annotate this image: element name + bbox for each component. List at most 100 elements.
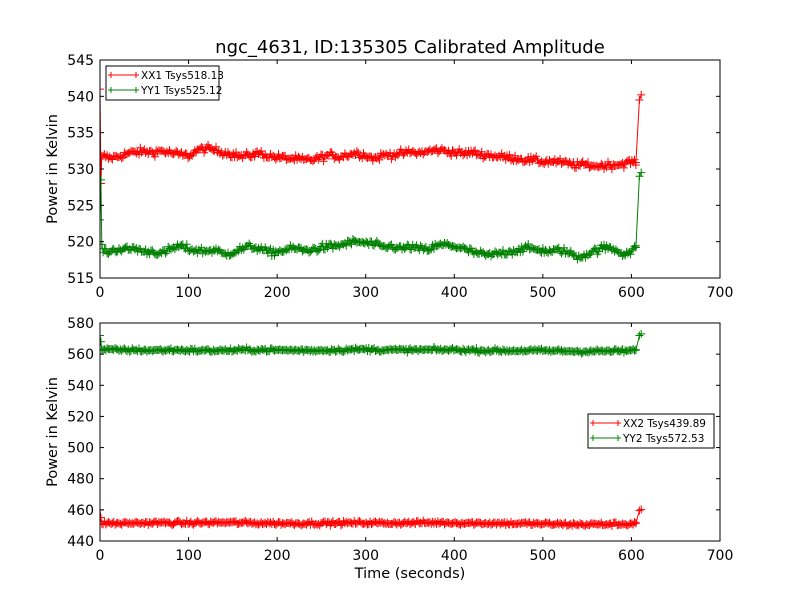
legend-label: YY2 Tsys572.53: [622, 433, 704, 445]
data-point: [271, 155, 280, 164]
x-tick-label: 400: [441, 548, 468, 564]
data-point: [257, 147, 266, 156]
y-tick-label: 480: [67, 472, 94, 488]
data-point: [635, 506, 644, 515]
y-tick-label: 560: [67, 347, 94, 363]
data-point: [619, 163, 628, 172]
series-yy2: [100, 329, 646, 358]
data-point: [471, 146, 480, 155]
figure-title: ngc_4631, ID:135305 Calibrated Amplitude: [215, 37, 605, 58]
data-point: [597, 159, 606, 168]
data-point: [100, 513, 105, 522]
data-point: [637, 329, 646, 338]
x-axis-title: Time (seconds): [354, 566, 466, 582]
data-point: [631, 345, 640, 354]
series-xx2: [100, 505, 646, 531]
legend-box: [105, 65, 220, 101]
legend-marker: [108, 87, 139, 93]
x-tick-label: 500: [529, 285, 556, 301]
y-tick-label: 535: [67, 126, 94, 142]
data-point: [150, 152, 159, 161]
data-point: [100, 85, 104, 94]
y-tick-label: 540: [67, 89, 94, 105]
data-point: [245, 239, 254, 248]
y-tick-label: 515: [67, 271, 94, 287]
data-point: [635, 331, 644, 340]
y-tick-label: 460: [67, 503, 94, 519]
data-point: [631, 519, 640, 528]
legend-label: YY1 Tsys525.12: [140, 85, 222, 97]
legend: XX1 Tsys518.13 YY1 Tsys525.12: [105, 65, 224, 101]
data-point: [170, 245, 179, 254]
data-point: [425, 246, 434, 254]
plot-frame: [99, 322, 721, 542]
data-point: [637, 168, 646, 177]
data-point: [323, 244, 332, 252]
legend-box: [587, 413, 715, 449]
y-axis-title: Power in Kelvin: [45, 114, 61, 224]
x-tick-label: 100: [175, 548, 202, 564]
series-yy1: [100, 168, 646, 264]
x-tick-label: 300: [352, 285, 379, 301]
data-point: [319, 157, 328, 166]
data-point: [590, 244, 599, 253]
data-point: [626, 250, 635, 259]
data-point: [499, 246, 507, 255]
data-point: [161, 249, 170, 258]
data-point: [635, 96, 644, 104]
data-point: [366, 152, 375, 161]
x-tick-label: 300: [352, 548, 379, 564]
legend-label: XX1 Tsys518.13: [141, 70, 224, 82]
x-tick-label: 500: [529, 548, 556, 564]
y-tick-label: 540: [67, 378, 94, 394]
data-point: [375, 155, 384, 164]
data-point: [505, 150, 514, 159]
y-tick-label: 580: [67, 316, 94, 332]
y-tick-label: 440: [67, 534, 94, 550]
data-point: [314, 155, 323, 164]
legend: XX2 Tsys439.89 YY2 Tsys572.53: [587, 413, 715, 449]
data-point: [584, 158, 592, 167]
legend-label: XX2 Tsys439.89: [623, 418, 706, 430]
data-point: [100, 337, 105, 346]
x-tick-label: 600: [618, 548, 645, 564]
data-point: [635, 172, 644, 181]
x-tick-label: 100: [175, 285, 202, 301]
top-panel: 0 100 200 300 400 500 600 700 515 520 525 530 535 540…: [45, 53, 733, 301]
legend-marker: [590, 435, 621, 441]
data-point: [182, 240, 191, 249]
data-point: [100, 215, 104, 224]
data-point: [631, 158, 640, 167]
y-tick-label: 530: [67, 162, 94, 178]
x-tick-label: 400: [441, 285, 468, 301]
data-point: [630, 346, 639, 355]
data-point: [117, 154, 126, 163]
y-tick-label: 520: [67, 409, 94, 425]
bottom-panel: 0 100 200 300 400 500 600 700 440 460 480 500 520 540…: [45, 316, 733, 582]
y-tick-label: 525: [67, 198, 94, 214]
data-point: [326, 239, 335, 248]
data-point: [404, 241, 413, 250]
data-point: [524, 240, 533, 248]
y-tick-label: 520: [67, 235, 94, 251]
x-tick-label: 0: [96, 548, 105, 564]
x-tick-label: 700: [707, 285, 734, 301]
y-tick-label: 545: [67, 53, 94, 69]
data-point: [631, 243, 640, 252]
x-tick-label: 200: [264, 285, 291, 301]
y-axis-title: Power in Kelvin: [45, 377, 61, 487]
data-point: [637, 505, 646, 514]
x-tick-label: 0: [96, 285, 105, 301]
data-point: [532, 152, 541, 161]
data-point: [518, 247, 527, 256]
legend-marker: [590, 420, 621, 426]
data-point: [630, 518, 639, 526]
data-point: [352, 147, 361, 156]
data-point: [100, 175, 105, 184]
x-tick-label: 600: [618, 285, 645, 301]
x-tick-label: 700: [707, 548, 734, 564]
data-point: [100, 331, 104, 340]
y-tick-label: 500: [67, 441, 94, 457]
data-point: [477, 147, 486, 156]
